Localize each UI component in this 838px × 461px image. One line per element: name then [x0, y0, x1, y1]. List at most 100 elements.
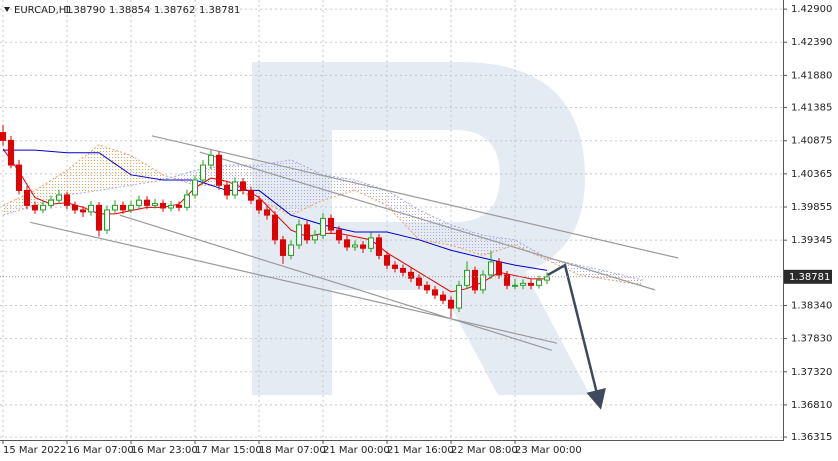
candle-body: [128, 204, 134, 211]
x-tick-label: 21 Mar 16:00: [387, 445, 454, 456]
plot-layer: [0, 124, 783, 410]
candle-body: [504, 274, 510, 286]
x-tick-label: 23 Mar 00:00: [515, 445, 582, 456]
candle-body: [64, 194, 70, 206]
y-tick-label: 1.37830: [791, 334, 832, 345]
symbol-menu-icon[interactable]: [4, 7, 10, 12]
candle-body: [192, 179, 198, 196]
candle-body: [336, 229, 342, 241]
cloud-span: [2, 144, 644, 286]
candle-body: [432, 289, 438, 296]
candle-body: [40, 204, 46, 211]
candle-body: [112, 204, 118, 211]
candle-body: [304, 224, 310, 241]
cloud-fill: [131, 155, 163, 186]
cloud-fill: [259, 159, 291, 216]
candle-body: [104, 209, 110, 231]
last-price-label: 1.38781: [789, 272, 830, 283]
candle-body: [488, 261, 494, 276]
candle-body: [32, 204, 38, 211]
candle-body: [536, 279, 542, 286]
candle-body: [216, 154, 222, 186]
indicator-line: [3, 149, 548, 271]
candle-body: [48, 199, 54, 206]
symbol-label: EURCAD,H1: [14, 5, 73, 16]
grid-layer: [0, 0, 783, 440]
forecast-arrow: [547, 263, 606, 410]
ohlc-label: 1.38790: [64, 5, 105, 16]
candle-body: [528, 282, 534, 286]
candle-body: [208, 154, 214, 166]
candle-body: [352, 244, 358, 248]
y-tick-label: 1.41880: [791, 70, 832, 81]
candle-body: [408, 271, 414, 279]
candle-body: [0, 132, 6, 141]
x-tick-label: 21 Mar 00:00: [323, 445, 390, 456]
candle-body: [256, 199, 262, 211]
candle-body: [96, 204, 102, 231]
cloud-fill: [611, 272, 643, 286]
candle-body: [272, 214, 278, 241]
y-tick-label: 1.42900: [791, 4, 832, 15]
candle-body: [384, 254, 390, 266]
candle-body: [232, 181, 238, 196]
y-tick-label: 1.39855: [791, 202, 832, 213]
y-tick-label: 1.39345: [791, 235, 832, 246]
cloud-fill: [355, 180, 387, 206]
candle-body: [176, 204, 182, 208]
candle-body: [152, 202, 158, 206]
trend-line: [151, 135, 679, 259]
candle-body: [440, 294, 446, 301]
candle-body: [360, 244, 366, 249]
candle-body: [168, 204, 174, 209]
trend-line: [199, 151, 656, 291]
candle-body: [376, 237, 382, 256]
candle-body: [456, 284, 462, 309]
trend-line: [119, 214, 552, 351]
candle-body: [368, 237, 374, 249]
candle-body: [344, 239, 350, 248]
cloud-span: [2, 159, 644, 281]
candle-body: [16, 164, 22, 191]
candle-body: [72, 204, 78, 211]
candle-body: [24, 189, 30, 206]
ohlc-label: 1.38854: [109, 5, 150, 16]
x-tick-label: 16 Mar 07:00: [67, 445, 134, 456]
x-tick-label: 17 Mar 15:00: [195, 445, 262, 456]
x-tick-label: 15 Mar 2022: [3, 445, 66, 456]
trend-line: [30, 221, 558, 344]
x-tick-label: 16 Mar 23:00: [131, 445, 198, 456]
candle-body: [144, 199, 150, 206]
x-tick-label: 22 Mar 08:00: [451, 445, 518, 456]
candle-body: [184, 194, 190, 208]
cloud-fill: [387, 190, 419, 240]
candle-body: [80, 209, 86, 213]
y-tick-label: 1.36315: [791, 432, 832, 443]
candle-body: [416, 277, 422, 286]
candle-body: [400, 267, 406, 273]
candle-body: [472, 269, 478, 291]
cloud-fill: [451, 224, 483, 256]
candle-body: [392, 264, 398, 269]
candle-body: [544, 276, 550, 281]
cloud-fill: [163, 170, 195, 186]
y-tick-label: 1.41385: [791, 103, 832, 114]
candle-body: [264, 209, 270, 216]
x-tick-label: 18 Mar 07:00: [259, 445, 326, 456]
candle-body: [136, 199, 142, 206]
y-tick-label: 1.40875: [791, 136, 832, 147]
candle-body: [224, 184, 230, 196]
y-tick-label: 1.36810: [791, 400, 832, 411]
candle-body: [160, 202, 166, 209]
candle-body: [480, 274, 486, 291]
y-tick-label: 1.40365: [791, 169, 832, 180]
ohlc-label: 1.38762: [154, 5, 195, 16]
y-tick-label: 1.37320: [791, 367, 832, 378]
candle-body: [8, 139, 14, 166]
candle-body: [496, 261, 502, 276]
candle-body: [520, 282, 526, 286]
y-tick-label: 1.38340: [791, 300, 832, 311]
cloud-fill: [99, 144, 131, 191]
candle-body: [280, 239, 286, 256]
candle-body: [312, 234, 318, 241]
